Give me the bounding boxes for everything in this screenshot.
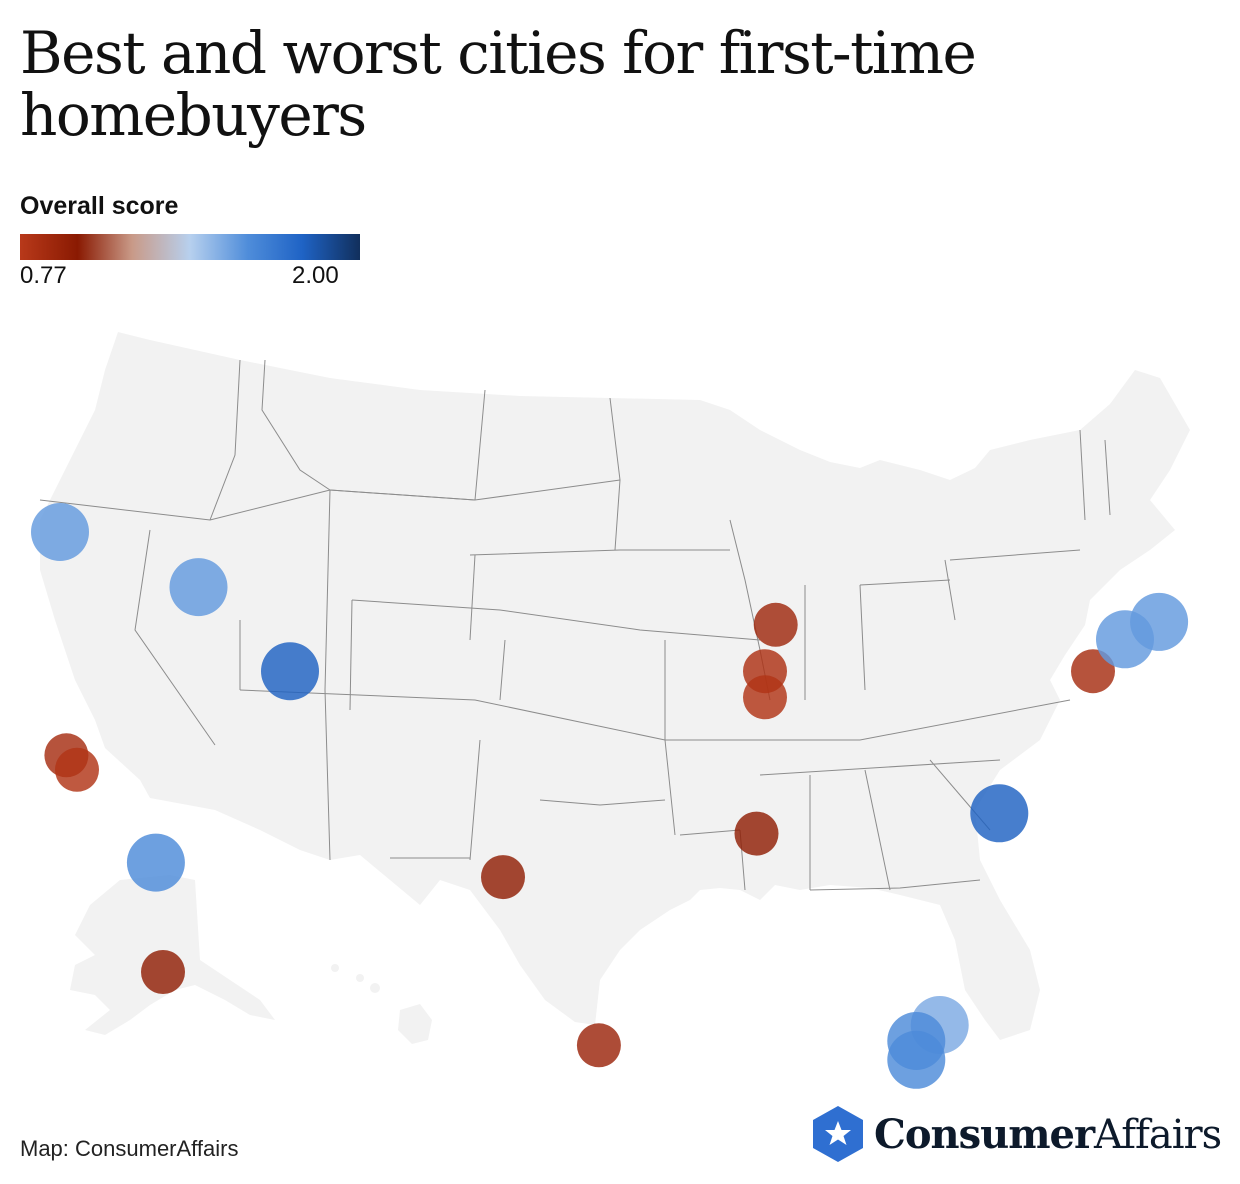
legend-min-label: 0.77 (20, 262, 67, 289)
us-map (31, 332, 1190, 1089)
city-marker (734, 811, 779, 856)
state-borders (39, 359, 1111, 891)
hawaii-island (331, 964, 339, 972)
city-marker (1071, 649, 1115, 694)
city-markers (31, 503, 1189, 1089)
city-marker (753, 602, 798, 647)
city-marker (169, 558, 228, 617)
city-marker (55, 747, 99, 792)
city-marker (481, 855, 525, 900)
city-marker (887, 1030, 946, 1089)
city-marker (970, 784, 1029, 843)
logo-wordmark: ConsumerAffairs (874, 1110, 1222, 1158)
hawaii-island (356, 974, 364, 982)
consumeraffairs-logo: ConsumerAffairs (810, 1104, 1222, 1164)
legend-title: Overall score (20, 192, 179, 220)
hawaii-shape (398, 1004, 432, 1044)
legend-color-scale (20, 234, 360, 260)
hawaii-island (370, 983, 380, 993)
city-marker (141, 950, 185, 994)
city-marker (126, 833, 185, 892)
logo-brand-bold: Consumer (874, 1110, 1095, 1158)
map-credit: Map: ConsumerAffairs (20, 1136, 239, 1161)
city-marker (743, 675, 787, 720)
contiguous-us-shape (40, 332, 1190, 1040)
city-marker (1130, 592, 1189, 651)
city-marker (31, 503, 89, 561)
city-marker (576, 1023, 621, 1068)
legend-max-label: 2.00 (292, 262, 339, 289)
logo-brand-regular: Affairs (1094, 1111, 1222, 1158)
city-marker (261, 642, 319, 701)
map-title: Best and worst cities for first-time hom… (20, 19, 977, 149)
star-badge-icon (813, 1106, 863, 1162)
